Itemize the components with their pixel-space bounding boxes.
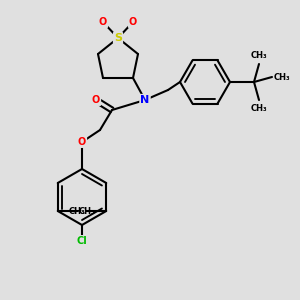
Text: CH₃: CH₃ [251, 104, 267, 113]
Text: CH₃: CH₃ [79, 206, 95, 215]
Text: S: S [114, 33, 122, 43]
Text: O: O [99, 17, 107, 27]
Text: O: O [129, 17, 137, 27]
Text: CH₃: CH₃ [69, 206, 85, 215]
Text: CH₃: CH₃ [251, 51, 267, 60]
Text: O: O [92, 95, 100, 105]
Text: O: O [78, 137, 86, 147]
Text: N: N [140, 95, 150, 105]
Text: CH₃: CH₃ [274, 73, 291, 82]
Text: Cl: Cl [76, 236, 87, 246]
